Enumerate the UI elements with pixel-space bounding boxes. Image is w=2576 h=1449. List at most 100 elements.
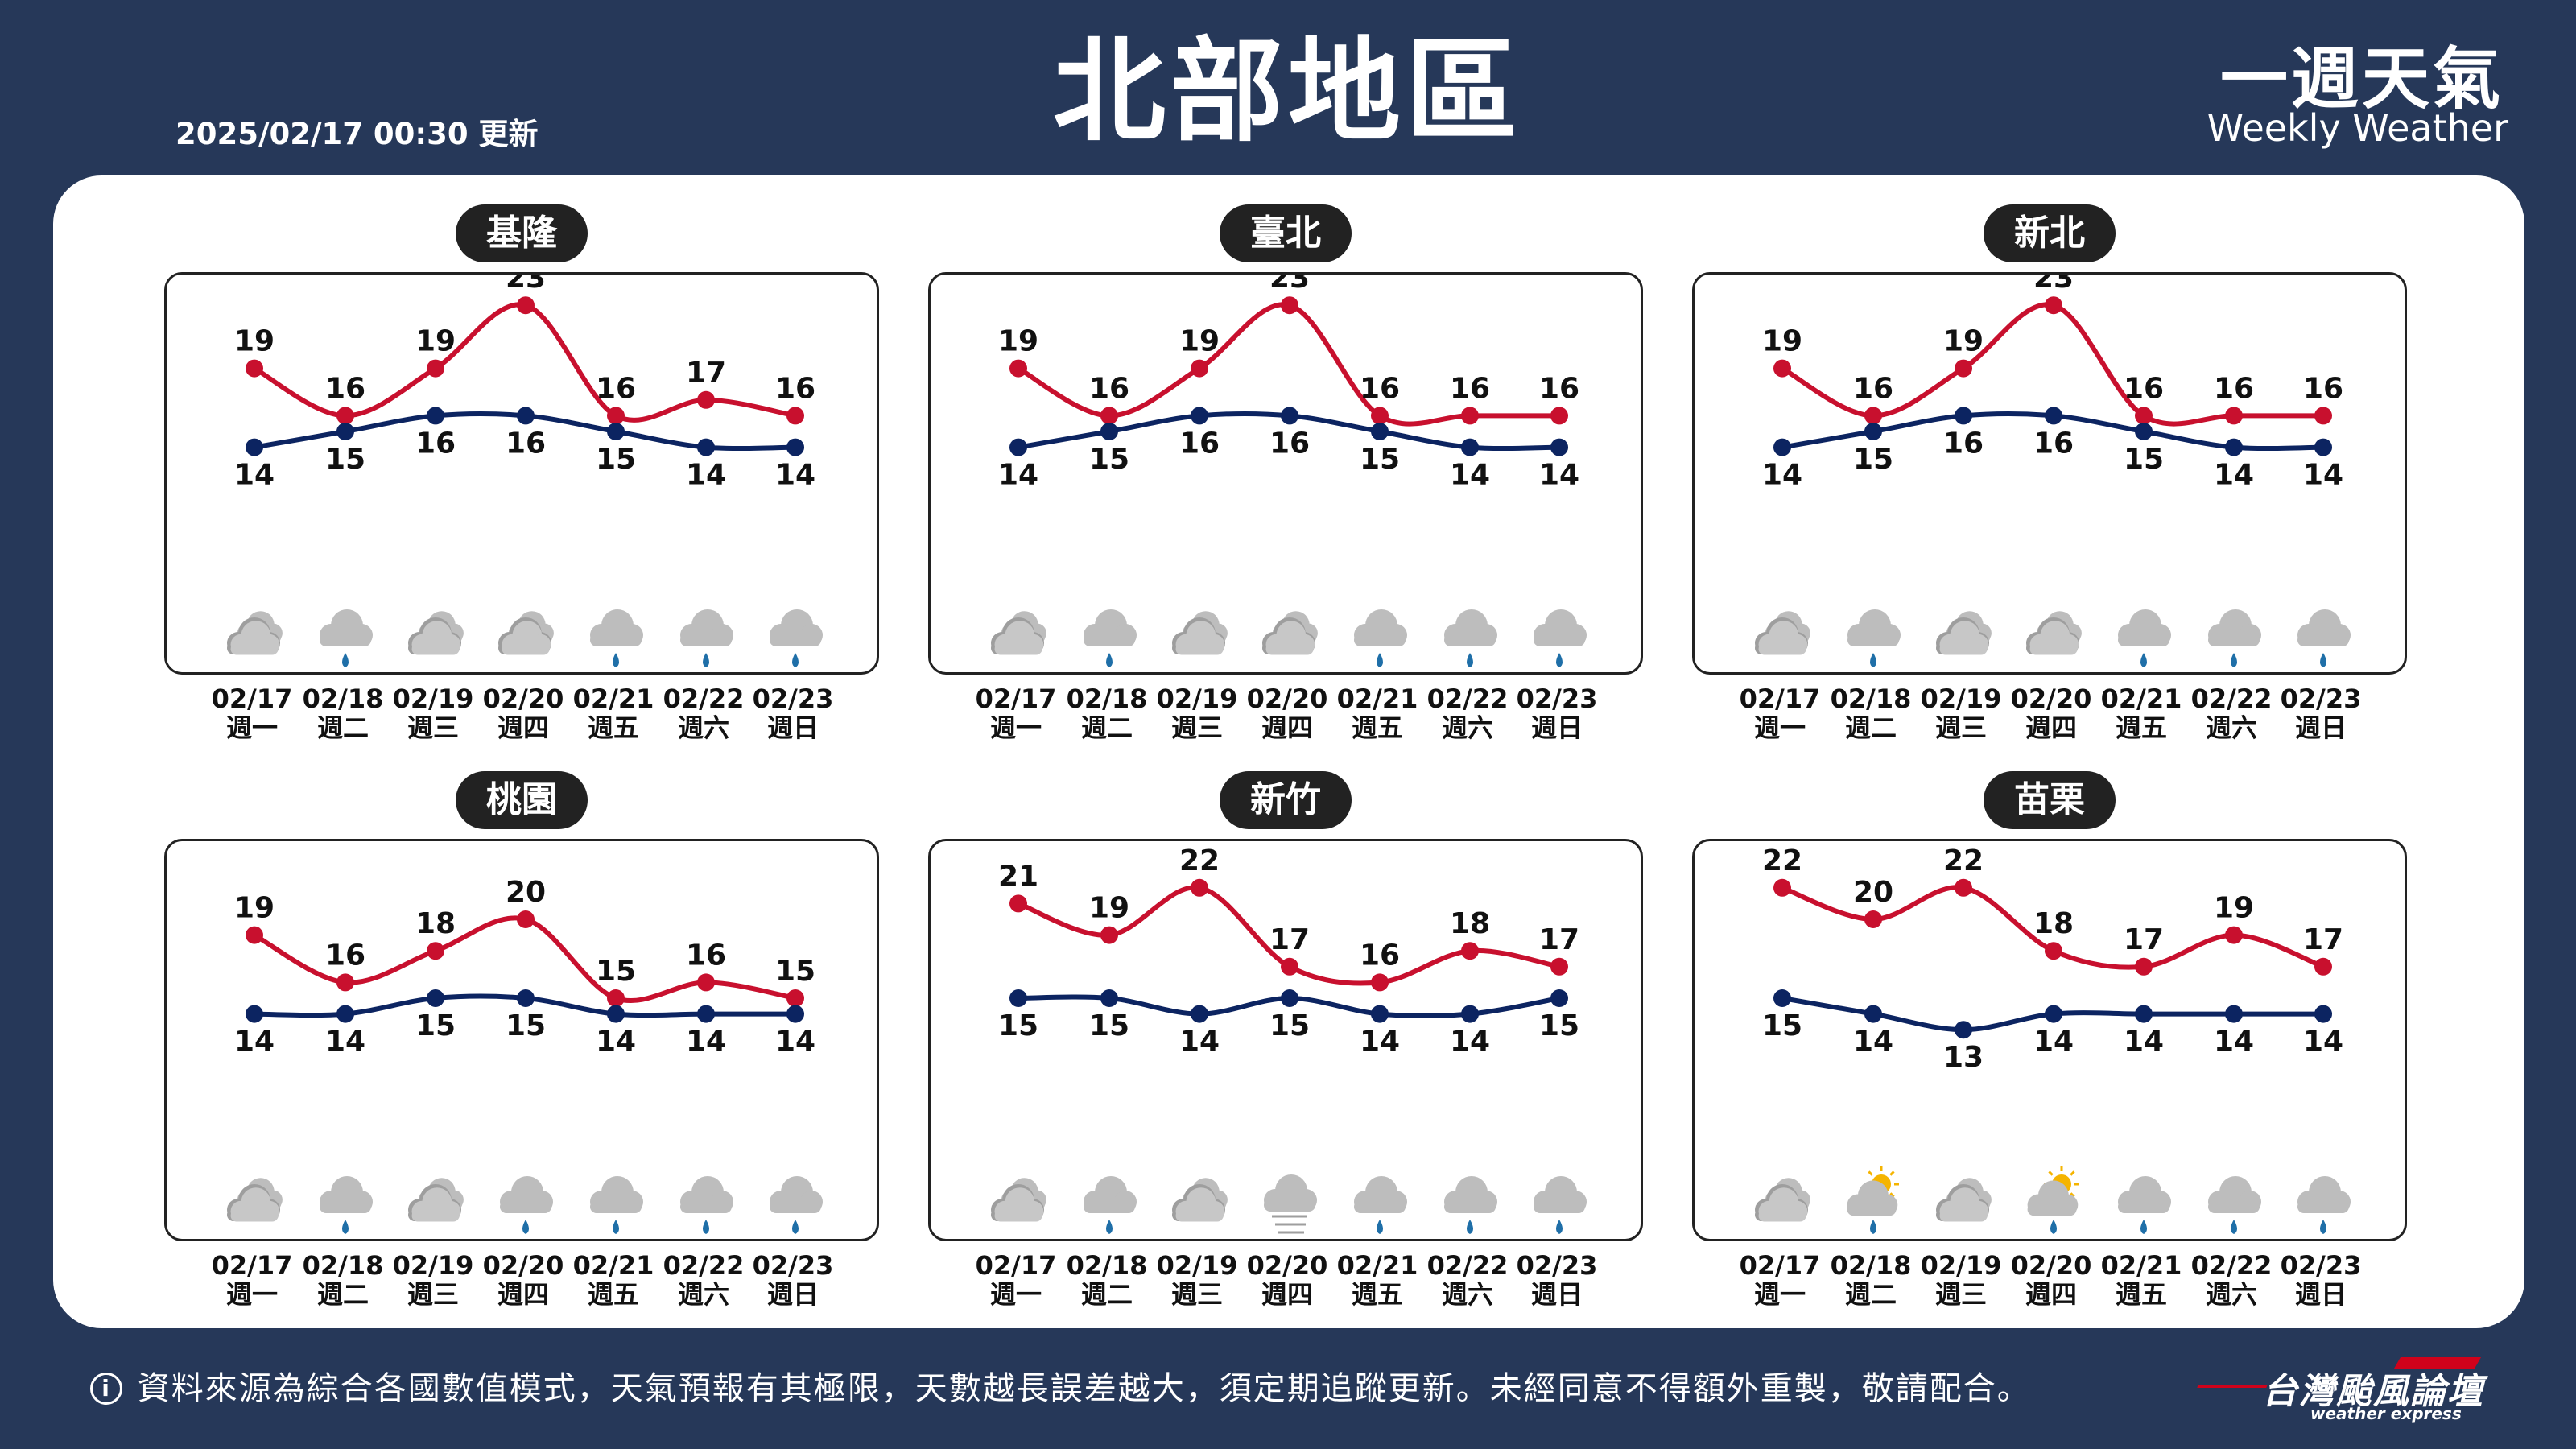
page-title: 北部地區 — [1052, 27, 1523, 158]
low-temp-point — [1955, 1021, 1972, 1039]
cloudy-icon — [227, 1178, 283, 1222]
high-temp-point — [1550, 407, 1568, 425]
low-temp-point — [246, 438, 263, 456]
high-temp-line — [1017, 302, 1559, 427]
low-temp-label: 15 — [506, 1009, 546, 1042]
high-temp-point — [517, 910, 535, 928]
low-temp-label: 14 — [1450, 459, 1490, 492]
high-temp-point — [336, 973, 354, 992]
high-temp-point — [1773, 878, 1791, 897]
high-temp-point — [2045, 942, 2062, 960]
day-weekday: 週三 — [407, 712, 459, 743]
low-temp-point — [427, 407, 444, 425]
low-temp-label: 14 — [2124, 1026, 2164, 1059]
low-temp-point — [2225, 1005, 2243, 1023]
high-temp-label: 19 — [1762, 325, 1802, 358]
high-temp-point — [1009, 359, 1027, 378]
cloudy-icon — [1755, 611, 1810, 655]
high-temp-label: 16 — [686, 939, 726, 972]
high-temp-point — [1773, 359, 1791, 378]
low-temp-point — [336, 423, 354, 440]
low-temp-point — [427, 989, 444, 1007]
day-label: 02/18 週二 — [298, 684, 388, 742]
day-label: 02/22 週六 — [2186, 1251, 2277, 1309]
city-card-taoyuan: 桃園 19 16 18 20 15 16 15 14 14 15 15 14 14 14 02/17 週一 0… — [164, 755, 881, 1309]
day-date: 02/22 — [1426, 1250, 1509, 1281]
day-date: 02/20 — [482, 1250, 564, 1281]
low-temp-point — [2135, 423, 2153, 440]
cloudy-icon — [991, 611, 1046, 655]
low-temp-point — [2225, 438, 2243, 456]
day-date: 02/17 — [1739, 1250, 1821, 1281]
low-temp-label: 16 — [1179, 427, 1220, 460]
day-weekday: 週六 — [1441, 1279, 1493, 1310]
day-weekday: 週四 — [497, 712, 549, 743]
city-name: 新北 — [1984, 204, 2116, 262]
high-temp-label: 19 — [2214, 892, 2254, 925]
low-temp-point — [2045, 407, 2062, 425]
low-temp-point — [607, 1005, 625, 1023]
day-weekday: 週日 — [1530, 1279, 1583, 1310]
low-temp-label: 15 — [1269, 1009, 1310, 1042]
day-label: 02/18 週二 — [1826, 1251, 1916, 1309]
low-temp-label: 15 — [1360, 443, 1400, 476]
day-weekday: 週日 — [1530, 712, 1583, 743]
rain-icon — [1534, 1176, 1587, 1234]
day-label: 02/17 週一 — [971, 1251, 1061, 1309]
disclaimer: i 資料來源為綜合各國數值模式，天氣預報有其極限，天數越長誤差越大，須定期追蹤更… — [90, 1368, 2031, 1409]
day-date: 02/21 — [572, 683, 654, 714]
logo-text: 台灣颱風論壇 — [2262, 1371, 2484, 1412]
day-weekday: 週二 — [1844, 712, 1897, 743]
day-weekday: 週四 — [497, 1279, 549, 1310]
rain-icon — [2208, 609, 2261, 667]
day-date: 02/21 — [572, 1250, 654, 1281]
low-temp-label: 14 — [1539, 459, 1579, 492]
temperature-chart: 19 16 19 23 16 16 16 14 15 16 16 15 14 14 — [1755, 275, 2351, 667]
day-date: 02/22 — [2190, 1250, 2273, 1281]
day-label: 02/23 週日 — [748, 1251, 838, 1309]
day-weekday: 週日 — [766, 712, 819, 743]
day-label: 02/17 週一 — [971, 684, 1061, 742]
low-temp-label: 14 — [686, 1026, 726, 1059]
high-temp-point — [1864, 407, 1882, 425]
day-label: 02/20 週四 — [478, 684, 568, 742]
high-temp-label: 16 — [1360, 939, 1400, 972]
day-axis: 02/17 週一 02/18 週二 02/19 週三 02/20 週四 02/21 週五 02/22… — [928, 1251, 1645, 1315]
info-icon: i — [90, 1373, 122, 1405]
high-temp-label: 22 — [1762, 844, 1802, 877]
low-temp-label: 14 — [1853, 1026, 1893, 1059]
day-date: 02/20 — [1246, 683, 1328, 714]
cloudy-icon — [227, 611, 283, 655]
city-card-new-taipei: 新北 19 16 19 23 16 16 16 14 15 16 16 15 14 14 02/17 週一 0… — [1692, 188, 2409, 742]
day-date: 02/17 — [211, 1250, 293, 1281]
day-date: 02/19 — [1156, 683, 1238, 714]
city-card-taipei: 臺北 19 16 19 23 16 16 16 14 15 16 16 15 14 14 02/17 週一 0… — [928, 188, 1645, 742]
cloudy-icon — [1755, 1178, 1810, 1222]
day-weekday: 週三 — [1934, 1279, 1987, 1310]
temperature-chart: 19 16 19 23 16 16 16 14 15 16 16 15 14 14 — [991, 275, 1587, 667]
day-date: 02/22 — [663, 1250, 745, 1281]
sun-rain-icon — [2027, 1166, 2079, 1234]
low-temp-label: 16 — [2033, 427, 2074, 460]
low-temp-label: 14 — [2214, 1026, 2254, 1059]
low-temp-label: 16 — [506, 427, 546, 460]
day-date: 02/18 — [302, 683, 384, 714]
high-temp-point — [697, 390, 715, 409]
high-temp-point — [2045, 296, 2062, 315]
rain-icon — [2118, 609, 2171, 667]
low-temp-point — [1550, 989, 1568, 1007]
cloudy-icon — [408, 611, 464, 655]
cloudy-icon — [1936, 1178, 1992, 1222]
day-label: 02/17 週一 — [207, 1251, 297, 1309]
day-weekday: 週一 — [1753, 712, 1806, 743]
high-temp-label: 16 — [1450, 372, 1490, 405]
brand-subtitle: Weekly Weather — [2207, 106, 2508, 150]
rain-icon — [1444, 1176, 1497, 1234]
day-label: 02/21 週五 — [568, 1251, 658, 1309]
high-temp-label: 19 — [415, 325, 456, 358]
low-temp-label: 15 — [2124, 443, 2164, 476]
high-temp-label: 22 — [1179, 844, 1220, 877]
high-temp-label: 23 — [506, 275, 546, 295]
day-label: 02/17 週一 — [207, 684, 297, 742]
low-temp-label: 15 — [1539, 1009, 1579, 1042]
